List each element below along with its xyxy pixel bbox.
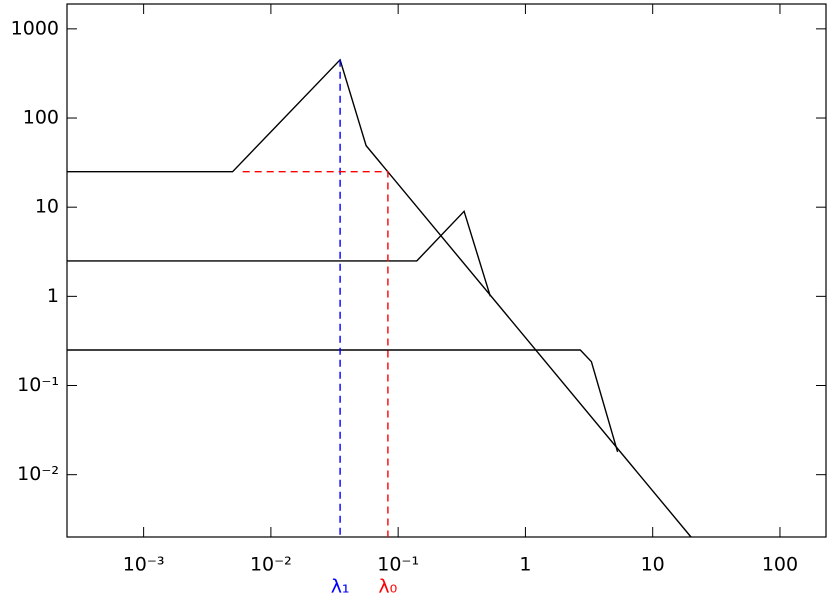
annotation: λ₁ <box>331 576 350 598</box>
y-tick-label: 100 <box>23 107 59 129</box>
x-tick-label: 1 <box>519 554 531 576</box>
data-line <box>67 209 491 297</box>
y-tick-label: 10⁻¹ <box>17 374 59 396</box>
data-line <box>67 58 692 538</box>
y-tick-label: 10⁻² <box>17 463 59 485</box>
annotation: λ₀ <box>378 576 397 598</box>
y-tick-label: 10 <box>35 196 59 218</box>
x-tick-label: 100 <box>762 554 798 576</box>
y-tick-label: 1 <box>47 285 59 307</box>
reference-line <box>242 170 389 537</box>
x-tick-label: 10⁻³ <box>123 554 165 576</box>
x-tick-label: 10⁻² <box>250 554 292 576</box>
x-tick-label: 10 <box>641 554 665 576</box>
x-tick-label: 10⁻¹ <box>377 554 419 576</box>
plot-frame <box>66 3 827 538</box>
y-tick-label: 1000 <box>11 17 59 39</box>
data-line <box>67 349 619 453</box>
